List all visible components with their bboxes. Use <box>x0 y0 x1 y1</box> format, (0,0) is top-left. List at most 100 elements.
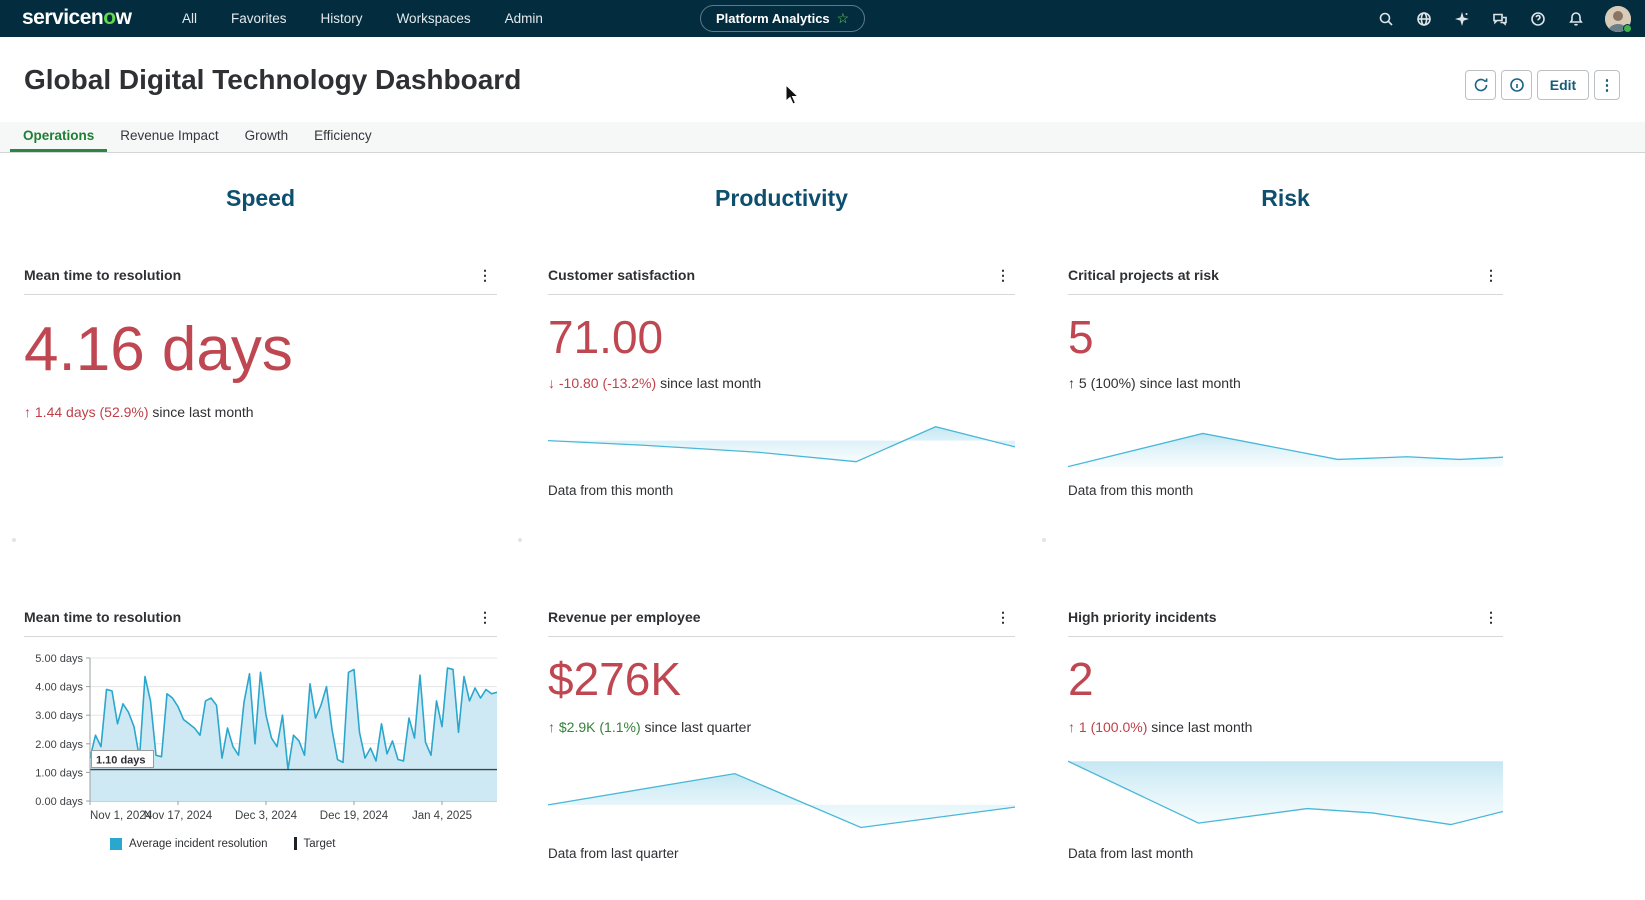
trend-delta: ↑ 5 (100%) <box>1068 375 1136 392</box>
column-header-risk: Risk <box>1261 185 1310 211</box>
legend-item-average: Average incident resolution <box>110 837 268 850</box>
svg-text:1.10 days: 1.10 days <box>96 755 146 767</box>
divider <box>1068 294 1503 295</box>
nav-item-favorites[interactable]: Favorites <box>231 11 287 26</box>
pill-label: Platform Analytics <box>716 11 830 26</box>
sparkline-chart <box>548 422 1015 470</box>
card-critical-projects-at-risk: Critical projects at risk ⋮ 5 ↑ 5 (100%)… <box>1068 262 1503 502</box>
card-kebab-menu[interactable]: ⋮ <box>996 266 1011 283</box>
bell-icon[interactable] <box>1567 10 1584 27</box>
trend-delta: ↑ $2.9K (1.1%) <box>548 719 641 736</box>
kpi-trend: ↑ 1.44 days (52.9%) since last month <box>24 404 497 420</box>
card-high-priority-incidents: High priority incidents ⋮ 2 ↑ 1 (100.0%)… <box>1068 604 1503 900</box>
info-button[interactable] <box>1501 70 1532 100</box>
kpi-trend: ↓ -10.80 (-13.2%) since last month <box>548 375 1015 391</box>
card-kebab-menu[interactable]: ⋮ <box>1484 266 1499 283</box>
mttr-line-chart: 0.00 days 1.00 days 2.00 days 3.00 days 4.00… <box>35 653 497 822</box>
trend-suffix: since last quarter <box>644 719 752 736</box>
data-period-caption: Data from last month <box>1068 846 1194 861</box>
nav-menu: All Favorites History Workspaces Admin <box>182 0 543 37</box>
servicenow-logo[interactable]: servicenow <box>22 6 132 30</box>
svg-text:4.00 days: 4.00 days <box>35 682 83 694</box>
card-kebab-menu[interactable]: ⋮ <box>478 608 493 625</box>
data-period-caption: Data from this month <box>1068 483 1194 498</box>
tab-operations[interactable]: Operations <box>10 122 108 152</box>
svg-text:2.00 days: 2.00 days <box>35 739 83 751</box>
presence-dot <box>1623 23 1632 33</box>
edit-button[interactable]: Edit <box>1537 70 1589 100</box>
trend-suffix: since last month <box>152 404 254 421</box>
column-header-productivity: Productivity <box>715 185 848 211</box>
legend-swatch-blue <box>110 837 122 850</box>
divider <box>24 636 497 637</box>
grid-handle-dot <box>12 538 16 542</box>
svg-text:3.00 days: 3.00 days <box>35 710 83 722</box>
kpi-value: $276K <box>548 653 682 705</box>
globe-icon[interactable] <box>1415 10 1432 27</box>
kpi-trend: ↑ 5 (100%) since last month <box>1068 375 1503 391</box>
column-header-speed: Speed <box>225 185 296 211</box>
kpi-value: 4.16 days <box>24 315 293 384</box>
nav-icon-group <box>1377 0 1632 37</box>
trend-delta: ↓ -10.80 (-13.2%) <box>548 375 657 392</box>
logo-text: servicen <box>22 6 104 29</box>
favorite-star-icon[interactable]: ☆ <box>836 10 850 26</box>
card-kebab-menu[interactable]: ⋮ <box>478 266 493 283</box>
nav-item-admin[interactable]: Admin <box>504 11 543 26</box>
search-icon[interactable] <box>1377 10 1394 27</box>
card-title: Critical projects at risk <box>1068 267 1219 283</box>
kpi-value: 71.00 <box>548 311 664 363</box>
page-header: Global Digital Technology Dashboard Edit… <box>0 37 1645 122</box>
chat-icon[interactable] <box>1491 10 1508 27</box>
tab-growth[interactable]: Growth <box>244 128 289 143</box>
svg-text:0.00 days: 0.00 days <box>35 796 83 808</box>
platform-analytics-pill[interactable]: Platform Analytics ☆ <box>700 5 866 32</box>
card-customer-satisfaction: Customer satisfaction ⋮ 71.00 ↓ -10.80 (… <box>548 262 1015 502</box>
nav-item-history[interactable]: History <box>320 11 363 26</box>
kpi-trend: ↑ $2.9K (1.1%) since last quarter <box>548 719 1015 735</box>
refresh-button[interactable] <box>1465 70 1496 100</box>
divider <box>1068 636 1503 637</box>
svg-text:Nov 1, 2024: Nov 1, 2024 <box>90 810 153 822</box>
header-kebab-menu[interactable]: ⋮ <box>1594 70 1620 100</box>
card-mean-time-to-resolution-kpi: Mean time to resolution ⋮ 4.16 days ↑ 1.… <box>24 262 497 502</box>
card-revenue-per-employee: Revenue per employee ⋮ $276K ↑ $2.9K (1.… <box>548 604 1015 900</box>
card-kebab-menu[interactable]: ⋮ <box>1484 608 1499 625</box>
card-title: Customer satisfaction <box>548 267 696 283</box>
card-title: Revenue per employee <box>548 609 701 625</box>
grid-handle-dot <box>1042 538 1046 542</box>
card-title: Mean time to resolution <box>24 609 182 625</box>
kpi-value: 5 <box>1068 311 1094 363</box>
legend-target-bar <box>293 837 297 850</box>
page-title: Global Digital Technology Dashboard <box>24 64 522 95</box>
trend-suffix: since last month <box>660 375 762 392</box>
svg-text:Dec 3, 2024: Dec 3, 2024 <box>235 810 298 822</box>
card-mean-time-to-resolution-chart: Mean time to resolution ⋮ 0.00 days 1.00 … <box>24 604 497 900</box>
avatar[interactable] <box>1605 5 1632 33</box>
tab-efficiency[interactable]: Efficiency <box>314 128 372 143</box>
trend-delta: ↑ 1 (100.0%) <box>1068 719 1148 736</box>
svg-text:Dec 19, 2024: Dec 19, 2024 <box>320 810 389 822</box>
divider <box>548 636 1015 637</box>
kpi-trend: ↑ 1 (100.0%) since last month <box>1068 719 1503 735</box>
sparkline-chart <box>1068 755 1503 833</box>
divider <box>24 294 497 295</box>
sparkline-chart <box>548 755 1015 833</box>
svg-text:1.00 days: 1.00 days <box>35 767 83 779</box>
logo-o-mark: o <box>103 6 116 29</box>
tab-bar: Operations Revenue Impact Growth Efficie… <box>0 122 1645 153</box>
card-kebab-menu[interactable]: ⋮ <box>996 608 1011 625</box>
nav-item-all[interactable]: All <box>182 11 198 26</box>
help-icon[interactable] <box>1529 10 1546 27</box>
chart-legend: Average incident resolution Target <box>110 837 497 850</box>
grid-handle-dot <box>518 538 522 542</box>
top-nav: servicenow All Favorites History Workspa… <box>0 0 1645 37</box>
nav-item-workspaces[interactable]: Workspaces <box>396 11 471 26</box>
trend-delta: ↑ 1.44 days (52.9%) <box>24 404 149 421</box>
tab-revenue-impact[interactable]: Revenue Impact <box>120 128 219 143</box>
kpi-value: 2 <box>1068 653 1094 705</box>
card-title: Mean time to resolution <box>24 267 182 283</box>
sparkle-icon[interactable] <box>1453 10 1470 27</box>
svg-text:5.00 days: 5.00 days <box>35 653 83 665</box>
svg-text:Nov 17, 2024: Nov 17, 2024 <box>144 810 213 822</box>
